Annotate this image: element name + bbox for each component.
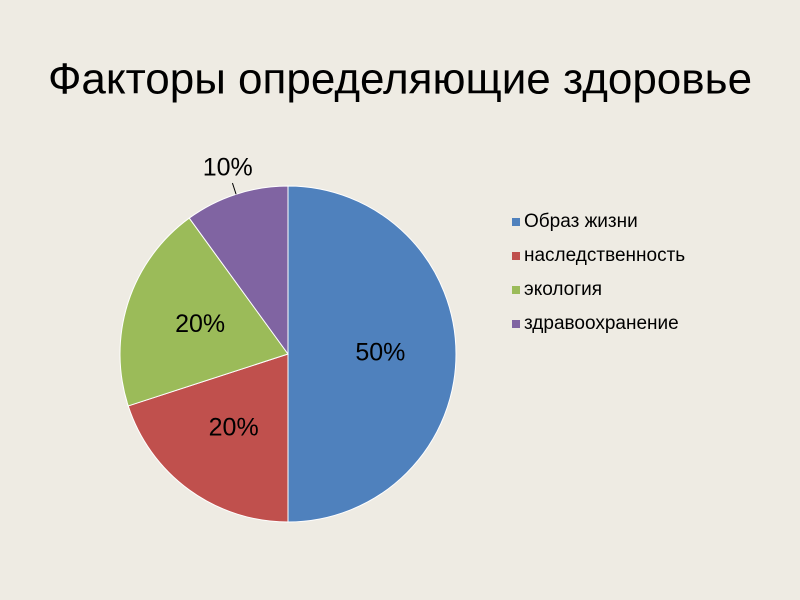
legend-label: здравоохранение	[524, 313, 679, 334]
legend-swatch	[512, 320, 520, 328]
pie-slice	[119, 217, 289, 407]
chart-title: Факторы определяющие здоровье	[48, 55, 752, 104]
legend-swatch	[512, 252, 520, 260]
legend-label: экология	[524, 279, 602, 300]
data-label: 20%	[175, 310, 225, 338]
legend-label: Образ жизни	[524, 211, 638, 232]
data-label: 10%	[203, 153, 253, 181]
pie-slice	[127, 353, 289, 523]
data-label: 50%	[355, 339, 405, 367]
legend-swatch	[512, 218, 520, 226]
legend-label: наследственность	[524, 245, 685, 266]
leader-line	[231, 182, 237, 195]
data-label: 20%	[209, 413, 259, 441]
pie-slice	[287, 185, 457, 523]
legend-swatch	[512, 286, 520, 294]
